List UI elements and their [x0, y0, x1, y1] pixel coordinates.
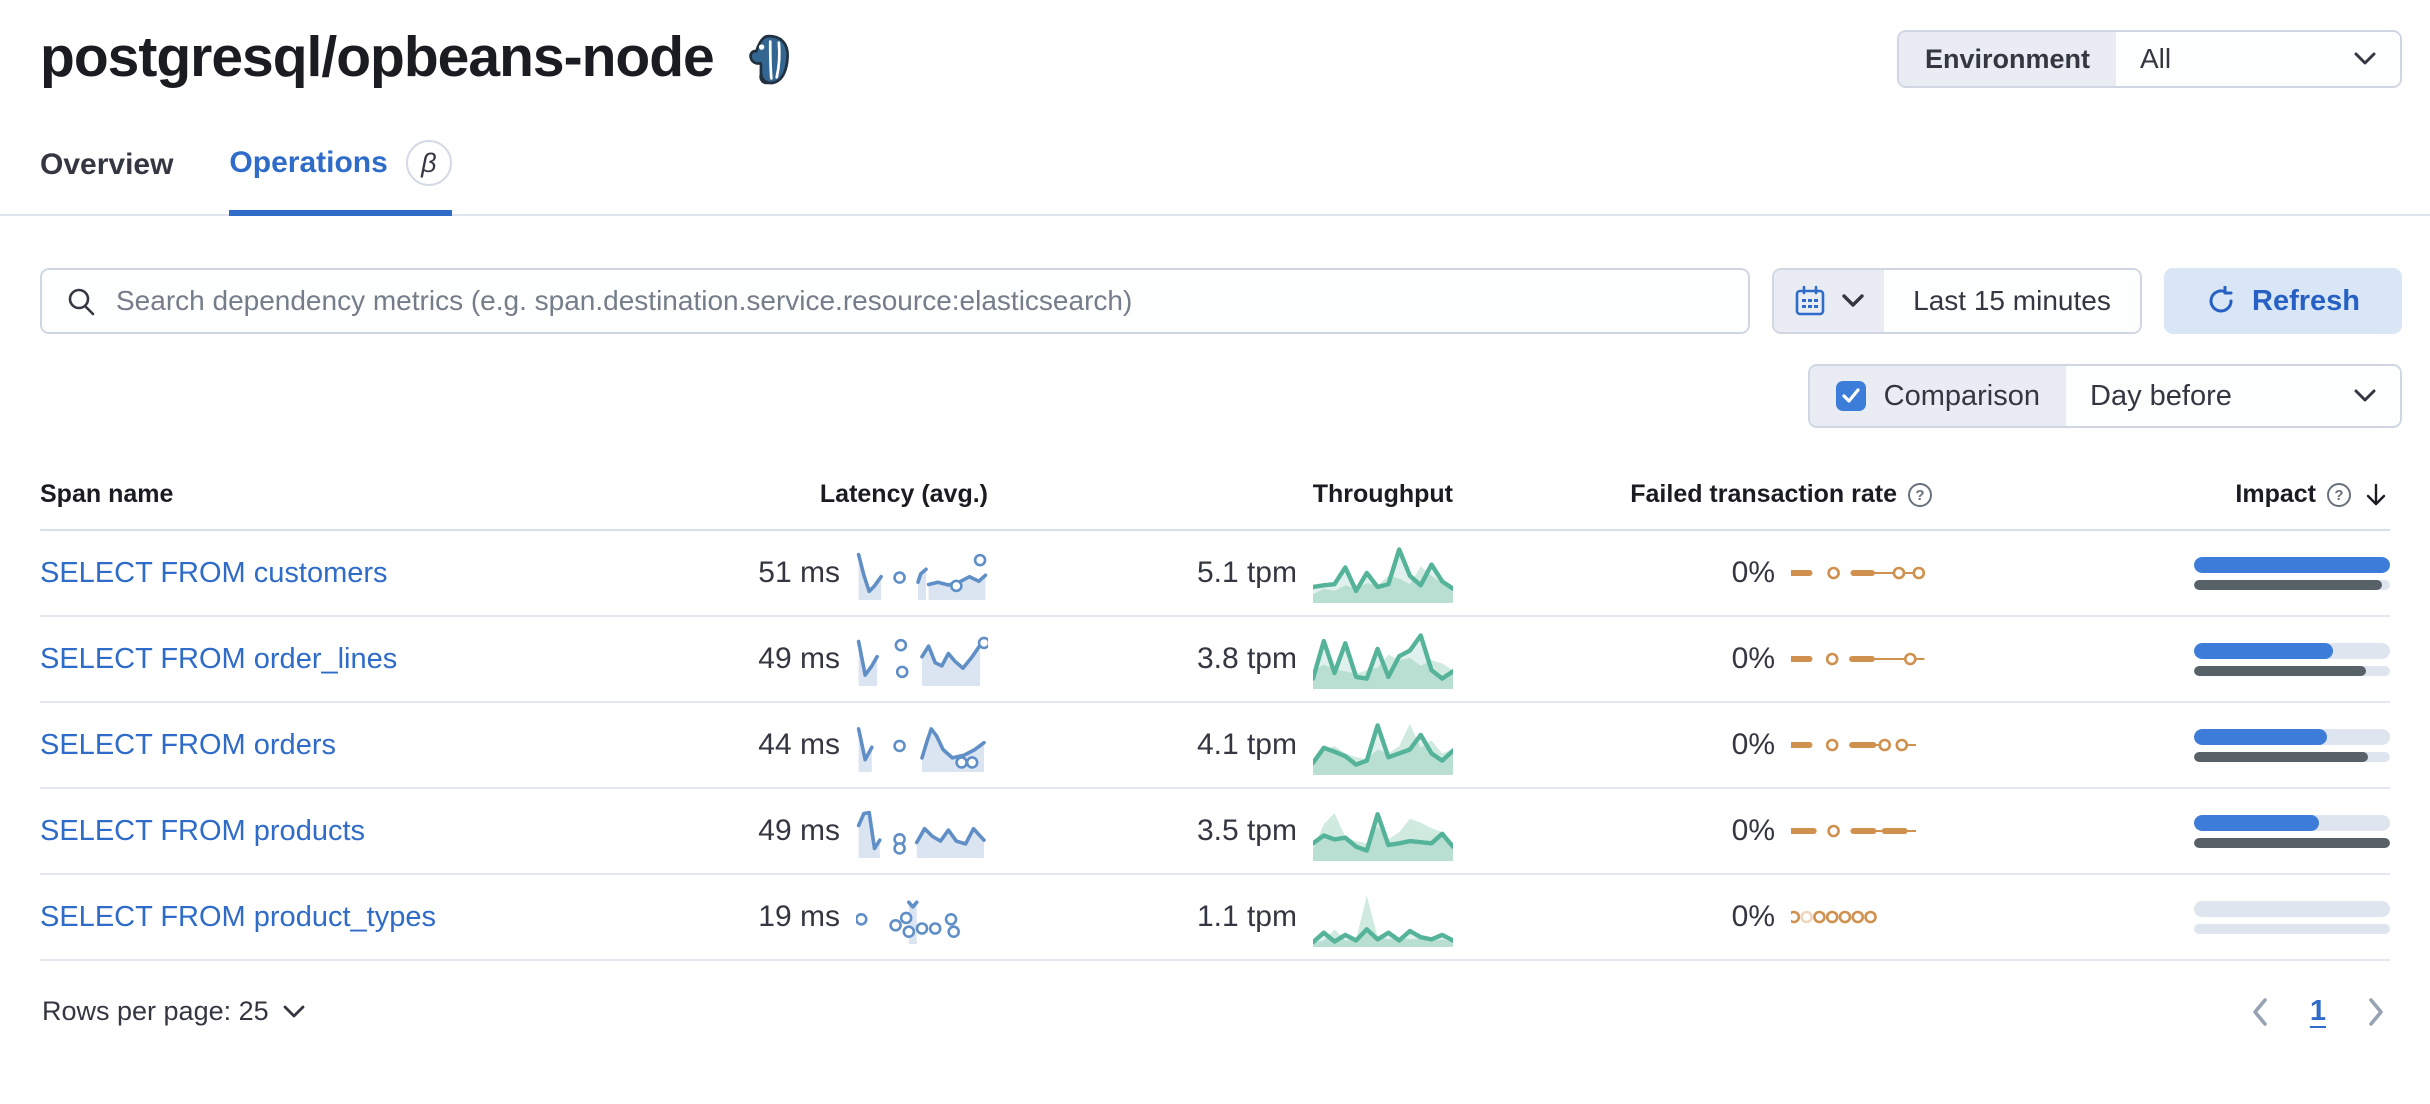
table-row: SELECT FROM order_lines 49 ms 3.8 tpm 0% — [40, 617, 2390, 703]
failed-rate-value: 0% — [1731, 556, 1775, 589]
impact-bars — [2194, 814, 2390, 848]
failed-rate-sparkline — [1791, 824, 1916, 838]
throughput-sparkline — [1313, 633, 1453, 689]
failed-rate-value: 0% — [1731, 728, 1775, 761]
search-icon — [68, 288, 95, 316]
comparison-checkbox[interactable] — [1835, 381, 1866, 411]
check-icon — [1842, 388, 1860, 403]
chevron-down-icon — [1842, 294, 1864, 307]
failed-rate-sparkline — [1791, 738, 1916, 752]
span-name-link[interactable]: SELECT FROM orders — [40, 728, 336, 761]
impact-bars — [2194, 556, 2390, 590]
comparison-select[interactable]: Day before — [2066, 366, 2400, 426]
span-name-link[interactable]: SELECT FROM product_types — [40, 900, 436, 933]
impact-bars — [2194, 728, 2390, 762]
table-footer: Rows per page: 25 1 — [0, 995, 2430, 1028]
rows-per-page-button[interactable]: Rows per page: 25 — [42, 996, 305, 1027]
toolbar: Last 15 minutes Refresh — [0, 268, 2430, 334]
throughput-value: 4.1 tpm — [1196, 728, 1297, 761]
tab-bar: Overview Operations β — [0, 140, 2430, 216]
latency-value: 51 ms — [758, 556, 840, 589]
failed-rate-value: 0% — [1731, 642, 1775, 675]
span-name-link[interactable]: SELECT FROM customers — [40, 556, 388, 589]
table-header-row: Span name Latency (avg.) Throughput Fail… — [40, 480, 2390, 531]
beta-badge: β — [405, 140, 452, 186]
throughput-sparkline — [1313, 895, 1453, 947]
table-row: SELECT FROM products 49 ms 3.5 tpm 0% — [40, 789, 2390, 875]
latency-sparkline — [856, 810, 986, 858]
throughput-sparkline — [1313, 723, 1453, 775]
environment-value: All — [2140, 43, 2172, 74]
page-title: postgresql/opbeans-node — [40, 25, 715, 89]
impact-bars — [2194, 642, 2390, 676]
svg-text:?: ? — [2334, 487, 2343, 504]
throughput-value: 3.8 tpm — [1196, 642, 1297, 675]
throughput-value: 5.1 tpm — [1196, 556, 1297, 589]
time-range-picker[interactable]: Last 15 minutes — [1772, 268, 2142, 334]
comparison-label: Comparison — [1883, 379, 2040, 412]
throughput-sparkline — [1313, 812, 1453, 861]
comparison-toggle: Comparison — [1809, 366, 2066, 426]
span-name-link[interactable]: SELECT FROM order_lines — [40, 642, 398, 675]
search-input[interactable] — [114, 284, 1724, 318]
latency-sparkline — [856, 727, 986, 772]
failed-rate-value: 0% — [1731, 814, 1775, 847]
table-row: SELECT FROM customers 51 ms 5.1 tpm 0% — [40, 531, 2390, 617]
latency-value: 19 ms — [758, 900, 840, 933]
failed-rate-sparkline — [1791, 910, 1877, 924]
page-number[interactable]: 1 — [2309, 995, 2326, 1027]
pagination: 1 — [2250, 995, 2386, 1028]
question-circle-icon[interactable]: ? — [2326, 482, 2352, 508]
col-header-latency[interactable]: Latency (avg.) — [819, 480, 988, 508]
date-picker-button[interactable] — [1774, 270, 1884, 332]
postgresql-elephant-icon — [748, 34, 789, 85]
chevron-down-icon — [2354, 52, 2376, 65]
failed-rate-sparkline — [1791, 652, 1925, 666]
latency-sparkline — [856, 636, 988, 686]
throughput-sparkline — [1313, 547, 1453, 603]
throughput-value: 3.5 tpm — [1196, 814, 1297, 847]
latency-value: 49 ms — [758, 642, 840, 675]
calendar-icon — [1795, 285, 1825, 316]
chevron-down-icon — [283, 1005, 305, 1017]
chevron-down-icon — [2354, 389, 2376, 402]
sort-desc-arrow-icon — [2366, 483, 2386, 505]
environment-label: Environment — [1898, 32, 2116, 86]
time-range-value[interactable]: Last 15 minutes — [1884, 270, 2140, 332]
tab-operations[interactable]: Operations β — [229, 140, 452, 216]
operations-table: Span name Latency (avg.) Throughput Fail… — [40, 480, 2390, 961]
question-circle-icon[interactable]: ? — [1907, 482, 1933, 508]
col-header-impact[interactable]: Impact ? — [1933, 480, 2390, 509]
table-row: SELECT FROM orders 44 ms 4.1 tpm 0% — [40, 703, 2390, 789]
failed-rate-value: 0% — [1731, 900, 1775, 933]
tab-overview[interactable]: Overview — [40, 148, 174, 181]
latency-sparkline — [856, 552, 988, 600]
throughput-value: 1.1 tpm — [1196, 900, 1297, 933]
col-header-span-name: Span name — [40, 480, 174, 508]
failed-rate-sparkline — [1791, 566, 1926, 580]
next-page-icon[interactable] — [2366, 996, 2386, 1028]
refresh-button[interactable]: Refresh — [2164, 268, 2402, 334]
latency-sparkline — [856, 900, 960, 944]
search-box — [40, 268, 1750, 334]
previous-page-icon[interactable] — [2250, 996, 2270, 1028]
latency-value: 49 ms — [758, 814, 840, 847]
latency-value: 44 ms — [758, 728, 840, 761]
col-header-throughput[interactable]: Throughput — [1312, 480, 1453, 508]
refresh-icon — [2209, 286, 2233, 313]
svg-text:?: ? — [1915, 487, 1924, 504]
page-header: postgresql/opbeans-node Environment All — [0, 0, 2430, 90]
col-header-failed-rate[interactable]: Failed transaction rate ? — [1453, 480, 1933, 509]
span-name-link[interactable]: SELECT FROM products — [40, 814, 366, 847]
comparison-toolbar: Comparison Day before — [0, 364, 2430, 428]
environment-select[interactable]: Environment All — [1896, 30, 2402, 88]
table-row: SELECT FROM product_types 19 ms 1.1 tpm … — [40, 875, 2390, 961]
impact-bars — [2194, 900, 2390, 934]
